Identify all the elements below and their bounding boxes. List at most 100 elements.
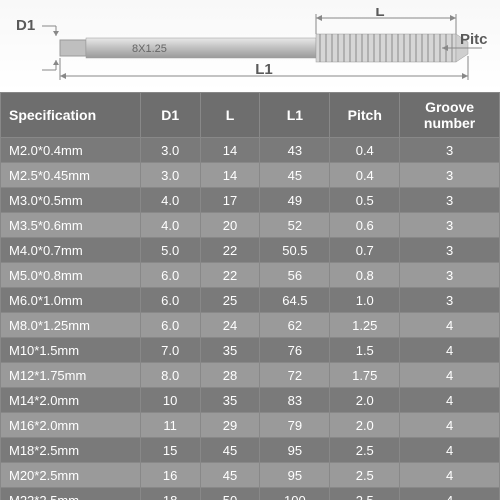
cell-l: 17 (200, 188, 260, 213)
cell-pitch: 1.25 (330, 313, 400, 338)
table-row: M3.5*0.6mm4.020520.63 (1, 213, 500, 238)
cell-l1: 79 (260, 413, 330, 438)
cell-l1: 43 (260, 138, 330, 163)
cell-l: 20 (200, 213, 260, 238)
cell-l1: 56 (260, 263, 330, 288)
col-l1: L1 (260, 93, 330, 138)
col-groove: Groove number (400, 93, 500, 138)
cell-spec: M8.0*1.25mm (1, 313, 141, 338)
cell-groove: 3 (400, 288, 500, 313)
cell-l: 50 (200, 488, 260, 500)
cell-l1: 64.5 (260, 288, 330, 313)
cell-spec: M3.0*0.5mm (1, 188, 141, 213)
cell-pitch: 0.8 (330, 263, 400, 288)
page-root: D1 8X1.25 (0, 0, 500, 500)
cell-groove: 3 (400, 263, 500, 288)
cell-groove: 3 (400, 213, 500, 238)
col-spec: Specification (1, 93, 141, 138)
cell-l: 45 (200, 463, 260, 488)
cell-d1: 10 (140, 388, 200, 413)
table-row: M18*2.5mm1545952.54 (1, 438, 500, 463)
spec-table-wrap: Specification D1 L L1 Pitch Groove numbe… (0, 92, 500, 500)
cell-d1: 6.0 (140, 263, 200, 288)
cell-d1: 16 (140, 463, 200, 488)
cell-l: 24 (200, 313, 260, 338)
cell-d1: 4.0 (140, 188, 200, 213)
cell-pitch: 0.5 (330, 188, 400, 213)
cell-l: 35 (200, 388, 260, 413)
cell-spec: M14*2.0mm (1, 388, 141, 413)
col-l: L (200, 93, 260, 138)
cell-groove: 3 (400, 138, 500, 163)
cell-d1: 11 (140, 413, 200, 438)
cell-d1: 18 (140, 488, 200, 500)
cell-groove: 4 (400, 488, 500, 500)
cell-groove: 3 (400, 188, 500, 213)
cell-d1: 3.0 (140, 163, 200, 188)
cell-pitch: 2.5 (330, 438, 400, 463)
table-row: M2.5*0.45mm3.014450.43 (1, 163, 500, 188)
cell-l: 14 (200, 163, 260, 188)
table-row: M16*2.0mm1129792.04 (1, 413, 500, 438)
cell-l1: 83 (260, 388, 330, 413)
cell-spec: M22*2.5mm (1, 488, 141, 500)
cell-spec: M2.5*0.45mm (1, 163, 141, 188)
cell-spec: M5.0*0.8mm (1, 263, 141, 288)
cell-l1: 76 (260, 338, 330, 363)
cell-groove: 4 (400, 438, 500, 463)
table-row: M3.0*0.5mm4.017490.53 (1, 188, 500, 213)
label-l: L (375, 8, 384, 20)
table-body: M2.0*0.4mm3.014430.43M2.5*0.45mm3.014450… (1, 138, 500, 500)
svg-text:8X1.25: 8X1.25 (132, 43, 167, 55)
table-row: M2.0*0.4mm3.014430.43 (1, 138, 500, 163)
cell-spec: M2.0*0.4mm (1, 138, 141, 163)
cell-l: 45 (200, 438, 260, 463)
tap-diagram: D1 8X1.25 (0, 0, 500, 92)
table-row: M4.0*0.7mm5.02250.50.73 (1, 238, 500, 263)
cell-groove: 4 (400, 363, 500, 388)
cell-l: 14 (200, 138, 260, 163)
cell-d1: 8.0 (140, 363, 200, 388)
cell-d1: 6.0 (140, 313, 200, 338)
cell-d1: 6.0 (140, 288, 200, 313)
cell-pitch: 2.0 (330, 388, 400, 413)
table-row: M5.0*0.8mm6.022560.83 (1, 263, 500, 288)
cell-d1: 15 (140, 438, 200, 463)
table-header-row: Specification D1 L L1 Pitch Groove numbe… (1, 93, 500, 138)
table-row: M8.0*1.25mm6.024621.254 (1, 313, 500, 338)
cell-pitch: 1.5 (330, 338, 400, 363)
cell-l: 25 (200, 288, 260, 313)
cell-spec: M16*2.0mm (1, 413, 141, 438)
cell-l: 22 (200, 263, 260, 288)
cell-pitch: 1.0 (330, 288, 400, 313)
cell-pitch: 0.4 (330, 163, 400, 188)
cell-spec: M20*2.5mm (1, 463, 141, 488)
table-row: M22*2.5mm18501002.54 (1, 488, 500, 500)
cell-pitch: 1.75 (330, 363, 400, 388)
cell-pitch: 0.6 (330, 213, 400, 238)
cell-l1: 52 (260, 213, 330, 238)
cell-pitch: 0.7 (330, 238, 400, 263)
tap-diagram-svg: D1 8X1.25 (12, 8, 488, 84)
table-row: M12*1.75mm8.028721.754 (1, 363, 500, 388)
cell-l1: 95 (260, 438, 330, 463)
cell-l1: 62 (260, 313, 330, 338)
cell-groove: 4 (400, 313, 500, 338)
cell-spec: M12*1.75mm (1, 363, 141, 388)
cell-l1: 100 (260, 488, 330, 500)
cell-groove: 3 (400, 163, 500, 188)
cell-spec: M10*1.5mm (1, 338, 141, 363)
table-row: M14*2.0mm1035832.04 (1, 388, 500, 413)
cell-pitch: 2.5 (330, 488, 400, 500)
cell-groove: 4 (400, 413, 500, 438)
table-row: M10*1.5mm7.035761.54 (1, 338, 500, 363)
cell-spec: M3.5*0.6mm (1, 213, 141, 238)
cell-l: 28 (200, 363, 260, 388)
label-pitch: Pitch (460, 31, 488, 48)
cell-l: 29 (200, 413, 260, 438)
cell-groove: 4 (400, 338, 500, 363)
label-l1: L1 (255, 61, 273, 78)
cell-spec: M6.0*1.0mm (1, 288, 141, 313)
cell-pitch: 0.4 (330, 138, 400, 163)
cell-groove: 3 (400, 238, 500, 263)
